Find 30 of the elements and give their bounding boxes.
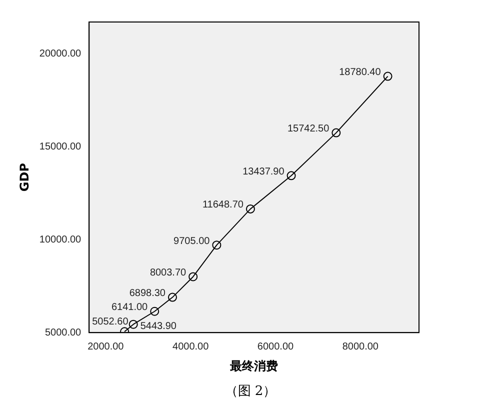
x-axis-title: 最终消费 bbox=[229, 358, 278, 373]
data-label: 15742.50 bbox=[287, 124, 330, 135]
point bbox=[332, 128, 341, 138]
y-tick-label: 10000.00 bbox=[39, 234, 82, 246]
y-tick-label: 15000.00 bbox=[39, 141, 82, 152]
data-label: 5443.90 bbox=[140, 321, 177, 332]
data-label: 11648.70 bbox=[202, 200, 244, 211]
y-tick-label: 20000.00 bbox=[39, 48, 82, 60]
data-label: 6141.00 bbox=[111, 302, 148, 314]
x-tick-label: 2000.00 bbox=[88, 341, 124, 352]
data-label: 6898.30 bbox=[129, 288, 166, 300]
point bbox=[383, 72, 392, 81]
y-axis-title: GDP bbox=[17, 162, 32, 192]
data-label: 5052.60 bbox=[92, 316, 129, 328]
text: （图 2） bbox=[224, 383, 278, 400]
x-tick-label: 6000.00 bbox=[257, 341, 294, 352]
y-tick-label: 5000.00 bbox=[44, 327, 82, 338]
data-label: 18780.40 bbox=[339, 67, 382, 78]
point bbox=[212, 240, 222, 250]
data-label: 9705.00 bbox=[174, 236, 210, 247]
x-tick-label: 4000.00 bbox=[172, 341, 210, 352]
data-label: 13437.90 bbox=[242, 166, 285, 178]
data-label: 8003.70 bbox=[150, 267, 187, 278]
point bbox=[286, 171, 296, 180]
point bbox=[168, 292, 177, 302]
point bbox=[246, 204, 255, 214]
point bbox=[150, 306, 160, 316]
point bbox=[128, 320, 138, 329]
point bbox=[188, 272, 198, 282]
x-tick-label: 8000.00 bbox=[342, 341, 379, 352]
